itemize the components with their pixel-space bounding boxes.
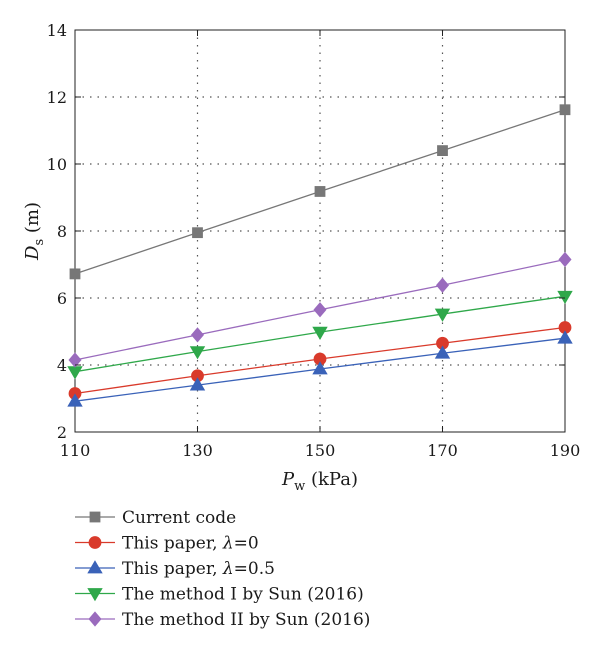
y-axis-label-sub: s bbox=[32, 239, 47, 246]
series-layer bbox=[67, 104, 573, 407]
data-point bbox=[192, 227, 203, 239]
data-point bbox=[558, 251, 572, 268]
x-axis-label: Pw (kPa) bbox=[281, 469, 358, 494]
tick-labels: 110 130 150 170 190 2 4 6 8 10 12 14 bbox=[47, 21, 581, 460]
x-axis-label-unit: (kPa) bbox=[305, 469, 358, 490]
data-point bbox=[314, 186, 326, 197]
legend-item: This paper, λ=0 bbox=[75, 534, 259, 554]
data-point bbox=[313, 302, 327, 318]
legend-item: Current code bbox=[75, 508, 236, 528]
legend-marker bbox=[87, 588, 103, 602]
data-point bbox=[190, 327, 205, 343]
y-axis-label: Ds (m) bbox=[22, 202, 47, 261]
series-1 bbox=[69, 104, 571, 280]
x-axis-label-main: P bbox=[281, 469, 295, 490]
legend-label: The method II by Sun (2016) bbox=[122, 610, 370, 630]
x-tick-label: 110 bbox=[60, 441, 91, 460]
data-point bbox=[434, 345, 451, 359]
legend-marker bbox=[88, 611, 102, 627]
series-3 bbox=[67, 330, 573, 407]
legend-label-part: =0.5 bbox=[234, 559, 275, 579]
data-point bbox=[312, 361, 328, 375]
legend-item: The method I by Sun (2016) bbox=[75, 585, 364, 605]
y-tick-label: 4 bbox=[57, 356, 67, 375]
y-tick-label: 8 bbox=[57, 222, 67, 241]
legend-item: The method II by Sun (2016) bbox=[75, 610, 370, 630]
y-tick-label: 12 bbox=[47, 88, 67, 107]
y-tick-label: 6 bbox=[57, 289, 67, 308]
series-2 bbox=[68, 321, 572, 400]
data-point bbox=[68, 352, 82, 368]
y-axis-label-main: D bbox=[22, 245, 43, 261]
legend-label-part: λ bbox=[222, 559, 234, 579]
data-point bbox=[312, 326, 328, 340]
data-point bbox=[67, 393, 83, 407]
legend-label: Current code bbox=[122, 508, 236, 528]
x-tick-label: 150 bbox=[305, 441, 336, 460]
y-tick-label: 2 bbox=[57, 423, 67, 442]
legend-label: This paper, λ=0 bbox=[122, 534, 259, 554]
legend-label-part: This paper, bbox=[122, 534, 223, 554]
legend-label: This paper, λ=0.5 bbox=[122, 559, 275, 579]
data-point bbox=[435, 277, 450, 293]
legend-label-part: This paper, bbox=[122, 559, 223, 579]
y-tick-label: 10 bbox=[47, 155, 67, 174]
legend-label-part: =0 bbox=[234, 534, 259, 554]
y-axis-label-unit: (m) bbox=[22, 202, 43, 239]
legend-label-part: λ bbox=[222, 534, 234, 554]
legend-label: The method I by Sun (2016) bbox=[122, 585, 364, 605]
legend-marker bbox=[87, 560, 103, 574]
data-point bbox=[434, 308, 451, 322]
data-point bbox=[557, 330, 573, 344]
data-point bbox=[189, 377, 206, 391]
y-tick-label: 14 bbox=[47, 21, 67, 40]
legend-item: This paper, λ=0.5 bbox=[75, 559, 275, 579]
data-point bbox=[69, 268, 81, 280]
x-tick-label: 130 bbox=[182, 441, 213, 460]
x-axis-label-sub: w bbox=[294, 479, 305, 494]
x-tick-label: 190 bbox=[550, 441, 581, 460]
series-4 bbox=[67, 290, 573, 380]
data-point bbox=[189, 346, 206, 360]
data-point bbox=[559, 104, 571, 116]
data-point bbox=[67, 366, 83, 380]
series-5 bbox=[68, 251, 572, 368]
legend-marker bbox=[88, 536, 102, 549]
data-point bbox=[557, 290, 573, 305]
legend-marker bbox=[89, 511, 101, 523]
data-point bbox=[437, 145, 448, 157]
x-tick-label: 170 bbox=[427, 441, 458, 460]
